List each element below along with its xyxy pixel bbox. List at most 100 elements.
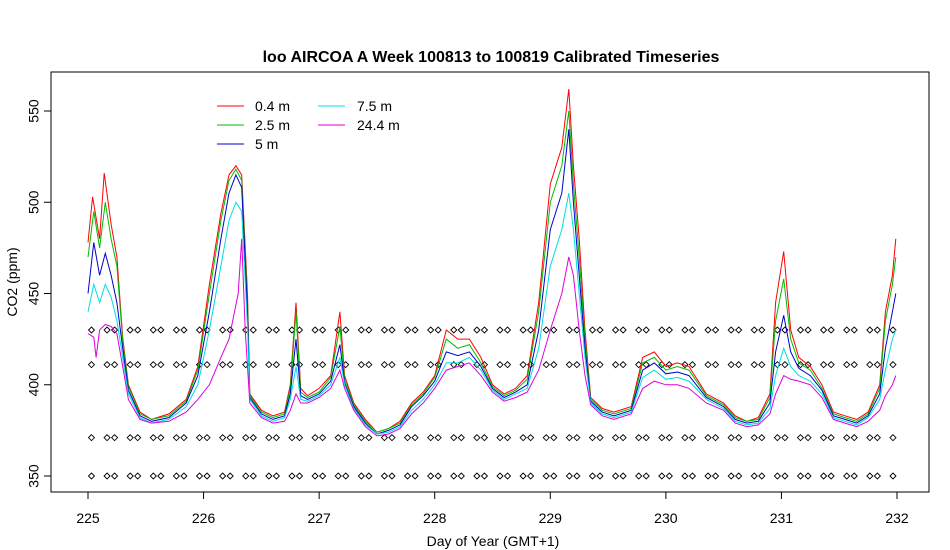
calibration-marker [688,472,697,480]
calibration-marker [866,434,874,442]
calibration-marker [889,326,897,334]
calibration-marker [288,434,296,442]
y-tick-label: 450 [26,282,42,306]
calibration-marker [758,434,766,442]
x-tick-label: 228 [423,510,447,526]
y-axis-label: CO2 (ppm) [4,247,20,316]
calibration-marker [195,472,204,480]
calibration-marker [781,434,789,442]
calibration-marker [126,326,134,334]
calibration-marker [588,326,597,334]
calibration-marker [843,326,851,334]
calibration-marker [519,326,527,334]
calibration-marker [503,472,512,480]
calibration-marker [819,434,828,442]
calibration-marker [365,472,373,480]
calibration-marker [226,434,234,442]
calibration-marker [727,434,735,442]
calibration-marker [403,326,412,334]
calibration-marker [642,326,650,334]
x-tick-label: 232 [885,510,909,526]
calibration-marker [311,434,319,442]
calibration-marker [103,361,111,369]
calibration-marker [796,361,805,369]
calibration-marker [619,361,627,369]
legend-label: 24.4 m [357,117,400,133]
calibration-marker [681,361,689,369]
calibration-marker [519,434,527,442]
y-tick-label: 550 [26,99,42,123]
calibration-marker [272,326,281,334]
calibration-marker [180,434,188,442]
calibration-marker [172,361,181,369]
calibration-marker [272,472,281,480]
calibration-marker [434,472,442,480]
calibration-marker [688,361,697,369]
calibration-marker [249,434,257,442]
calibration-marker [688,434,697,442]
calibration-marker [357,472,365,480]
calibration-marker [380,361,389,369]
calibration-marker [242,472,250,480]
calibration-marker [411,434,419,442]
calibration-marker [750,361,758,369]
calibration-marker [172,472,181,480]
calibration-marker [149,472,157,480]
calibration-marker [134,472,142,480]
calibration-marker [889,361,897,369]
calibration-marker [611,472,620,480]
calibration-marker [588,361,597,369]
calibration-marker [819,326,828,334]
calibration-marker [542,361,550,369]
calibration-marker [781,326,789,334]
calibration-marker [843,472,851,480]
calibration-marker [619,326,627,334]
calibration-marker [542,472,550,480]
calibration-marker [611,434,620,442]
calibration-marker [665,472,673,480]
calibration-marker [658,472,666,480]
series-line-5-m [87,129,897,435]
series-line-7-5-m [87,193,897,435]
calibration-marker [781,472,789,480]
calibration-marker [403,361,412,369]
calibration-marker [110,361,119,369]
calibration-marker [219,472,227,480]
calibration-marker [565,472,573,480]
calibration-marker [380,326,389,334]
calibration-marker [342,326,350,334]
calibration-marker [866,361,874,369]
calibration-marker [450,472,458,480]
calibration-marker [843,434,851,442]
calibration-marker [704,326,712,334]
calibration-marker [804,326,812,334]
calibration-marker [180,361,188,369]
calibration-marker [126,472,134,480]
calibration-marker [342,472,350,480]
calibration-marker [172,434,181,442]
x-tick-label: 227 [307,510,331,526]
x-axis-label: Day of Year (GMT+1) [427,533,560,549]
calibration-marker [750,472,758,480]
calibration-marker [758,472,766,480]
calibration-marker [866,472,874,480]
calibration-marker [380,472,389,480]
calibration-marker [665,361,673,369]
calibration-marker [688,326,697,334]
calibration-marker [796,326,805,334]
calibration-marker [565,434,573,442]
calibration-marker [596,326,604,334]
y-axis: 350 400 450 500 550 [26,99,52,488]
calibration-marker [427,472,435,480]
calibration-marker [295,472,304,480]
calibration-marker [265,434,273,442]
calibration-marker [827,472,835,480]
calibration-marker [318,434,327,442]
calibration-marker [850,434,858,442]
calibration-marker [411,326,419,334]
calibration-marker [873,361,881,369]
calibration-marker [588,434,597,442]
calibration-marker [866,326,874,334]
x-tick-label: 230 [654,510,678,526]
calibration-marker [827,326,835,334]
